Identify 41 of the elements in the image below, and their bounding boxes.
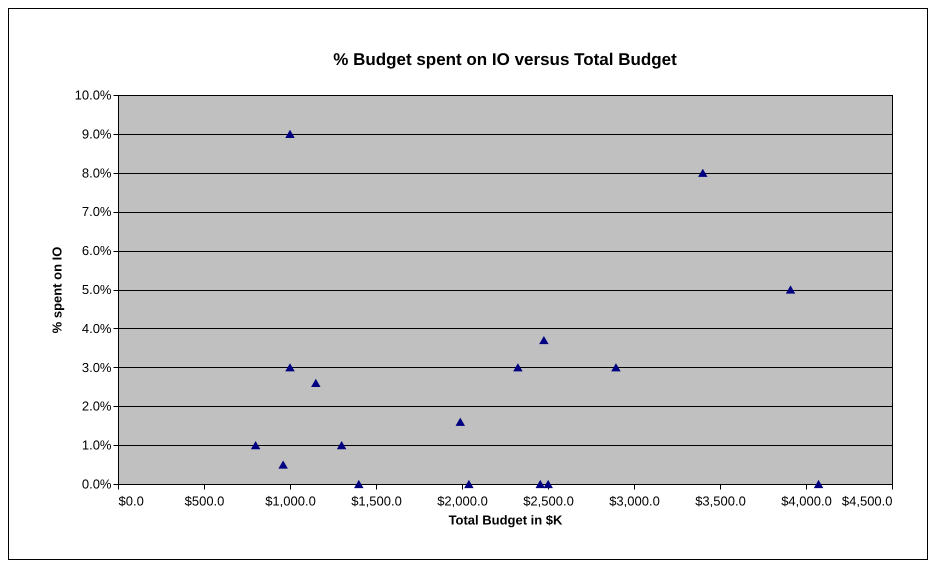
y-tick-label: 8.0% <box>82 165 112 180</box>
y-tick-label: 5.0% <box>82 282 112 297</box>
y-tick-label: 7.0% <box>82 204 112 220</box>
x-tick-label: $0.0 <box>118 494 144 508</box>
point <box>543 480 553 488</box>
point <box>611 363 621 372</box>
point <box>278 460 288 469</box>
y-tick-label: 0.0% <box>82 476 112 492</box>
x-tick-label: $1,500.0 <box>351 494 402 508</box>
y-tick-label: 6.0% <box>82 243 112 258</box>
y-tick-label: 10.0% <box>74 88 112 102</box>
point <box>250 440 260 450</box>
x-tick-label: $4,000.0 <box>781 494 832 508</box>
point <box>786 285 796 294</box>
point <box>311 378 321 387</box>
point <box>336 440 346 450</box>
x-tick-label: $2,500.0 <box>523 494 574 508</box>
y-tick-label: 9.0% <box>82 126 112 142</box>
x-tick-label: $1,000.0 <box>265 494 316 508</box>
point <box>464 480 474 488</box>
x-tick-label: $3,000.0 <box>609 494 660 508</box>
point <box>285 363 295 372</box>
y-tick-label: 1.0% <box>82 438 112 453</box>
point <box>513 363 523 372</box>
x-axis-title: Total Budget in $K <box>448 512 564 528</box>
point <box>456 418 466 426</box>
y-axis-title: % spent on IO <box>50 246 65 334</box>
y-tick-label: 2.0% <box>82 398 112 414</box>
x-tick-label: $4,500.0 <box>842 494 892 508</box>
chart-title: % Budget spent on IO versus Total Budget <box>333 50 678 69</box>
point <box>814 480 824 488</box>
point <box>354 480 364 488</box>
y-tick-label: 4.0% <box>82 320 112 336</box>
point <box>698 168 708 177</box>
point <box>285 130 295 138</box>
point <box>539 336 549 344</box>
x-tick-label: $3,500.0 <box>695 494 746 508</box>
x-tick-label: $500.0 <box>184 494 224 508</box>
x-tick-label: $2,000.0 <box>437 494 488 508</box>
y-tick-label: 3.0% <box>82 360 112 375</box>
point <box>536 480 546 488</box>
